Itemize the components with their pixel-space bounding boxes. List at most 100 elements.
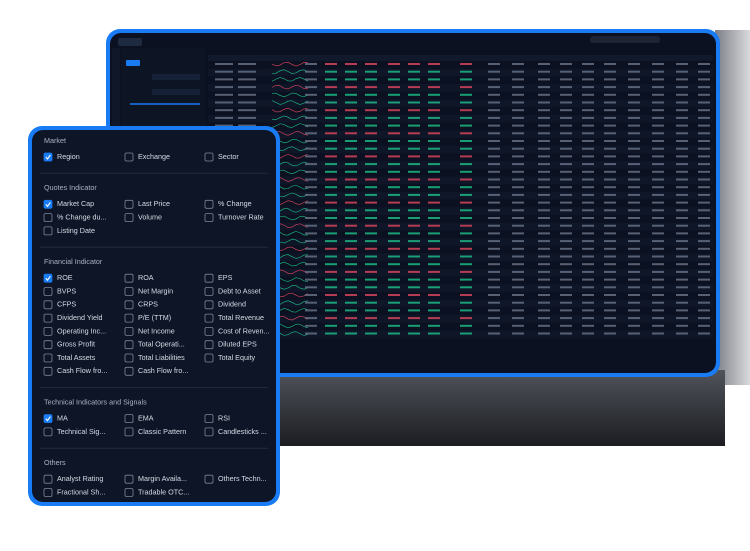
checkbox[interactable] (43, 226, 53, 236)
checkbox[interactable] (124, 300, 134, 310)
option-label[interactable]: % Change (218, 199, 252, 208)
checkbox[interactable] (124, 287, 134, 296)
option-label[interactable]: Net Income (138, 326, 175, 335)
option-label[interactable]: Others Techn... (218, 474, 267, 483)
option-label[interactable]: Last Price (138, 199, 170, 208)
checkbox[interactable] (43, 488, 53, 497)
checkbox[interactable] (124, 213, 134, 223)
option-label[interactable]: % Change du... (57, 213, 107, 222)
cell (488, 163, 500, 166)
checkbox[interactable] (124, 326, 134, 336)
checkbox[interactable] (43, 340, 53, 350)
cell (676, 332, 688, 335)
option-label[interactable]: Cash Flow fro... (138, 366, 188, 375)
option-label[interactable]: Region (57, 152, 80, 161)
checkbox[interactable] (43, 300, 53, 310)
cell (582, 255, 594, 258)
checkbox[interactable] (204, 340, 214, 350)
option-label[interactable]: ROE (57, 273, 73, 282)
option-label[interactable]: Net Margin (138, 286, 173, 295)
option-label[interactable]: Cost of Reven... (218, 326, 270, 335)
checkbox[interactable] (204, 313, 214, 323)
checkbox[interactable] (43, 287, 53, 296)
option-label[interactable]: P/E (TTM) (138, 313, 171, 322)
option-label[interactable]: Total Liabilities (138, 353, 185, 362)
checkbox[interactable] (124, 414, 134, 424)
checkbox[interactable] (43, 353, 53, 363)
cell (538, 116, 550, 119)
option-label[interactable]: Total Operati... (138, 340, 185, 349)
checkbox[interactable] (124, 152, 134, 162)
option-label[interactable]: Analyst Rating (57, 474, 103, 483)
checkbox[interactable] (43, 213, 53, 223)
option-label[interactable]: Cash Flow fro... (57, 366, 107, 375)
checkbox[interactable] (204, 199, 214, 209)
checkbox[interactable] (204, 474, 214, 484)
checkbox[interactable] (43, 366, 53, 376)
cell (460, 101, 472, 104)
checkbox[interactable] (43, 273, 53, 283)
checkbox[interactable] (124, 199, 134, 209)
checkbox[interactable] (43, 414, 53, 424)
option-label[interactable]: Classic Pattern (138, 427, 186, 436)
option-label[interactable]: Gross Profit (57, 340, 95, 349)
option-label[interactable]: Total Revenue (218, 313, 264, 322)
option-label[interactable]: Tradable OTC... (138, 487, 189, 496)
checkbox[interactable] (43, 326, 53, 336)
cell (538, 309, 550, 312)
sparkline (271, 61, 309, 67)
cell (428, 93, 440, 96)
checkbox[interactable] (43, 427, 53, 437)
option-label[interactable]: Fractional Sh... (57, 487, 105, 496)
checkbox[interactable] (124, 273, 134, 283)
option-label[interactable]: Listing Date (57, 226, 95, 235)
option-label[interactable]: Sector (218, 152, 239, 161)
option-label[interactable]: EPS (218, 273, 233, 282)
cell (538, 301, 550, 304)
option-label[interactable]: Candlesticks ... (218, 427, 267, 436)
option-label[interactable]: MA (57, 414, 68, 423)
option-label[interactable]: Dividend (218, 300, 246, 309)
cell (408, 178, 420, 181)
checkbox[interactable] (124, 366, 134, 376)
checkbox[interactable] (204, 427, 214, 437)
cell (305, 193, 317, 196)
checkbox[interactable] (43, 474, 53, 484)
option-label[interactable]: Margin Availa... (138, 474, 187, 483)
option-label[interactable]: ROA (138, 273, 154, 282)
checkbox[interactable] (124, 353, 134, 363)
option-label[interactable]: Market Cap (57, 199, 94, 208)
checkbox[interactable] (204, 414, 214, 424)
checkbox[interactable] (124, 474, 134, 484)
option-label[interactable]: Operating Inc... (57, 326, 106, 335)
checkbox[interactable] (124, 427, 134, 437)
option-label[interactable]: Debt to Asset (218, 286, 261, 295)
option-label[interactable]: Exchange (138, 152, 170, 161)
option-label[interactable]: Dividend Yield (57, 313, 103, 322)
checkbox[interactable] (204, 213, 214, 223)
checkbox[interactable] (124, 340, 134, 350)
option-label[interactable]: CFPS (57, 300, 76, 309)
option-label[interactable]: Volume (138, 213, 162, 222)
checkbox[interactable] (43, 152, 53, 162)
cell (676, 124, 688, 127)
checkbox[interactable] (204, 287, 214, 296)
checkbox[interactable] (204, 353, 214, 363)
option-label[interactable]: Turnover Rate (218, 213, 264, 222)
option-label[interactable]: CRPS (138, 300, 158, 309)
option-label[interactable]: EMA (138, 414, 154, 423)
option-label[interactable]: RSI (218, 414, 230, 423)
option-label[interactable]: Diluted EPS (218, 340, 257, 349)
checkbox[interactable] (204, 152, 214, 162)
checkbox[interactable] (204, 300, 214, 310)
checkbox[interactable] (204, 273, 214, 283)
checkbox[interactable] (124, 488, 134, 497)
checkbox[interactable] (204, 326, 214, 336)
option-label[interactable]: BVPS (57, 286, 76, 295)
option-label[interactable]: Total Assets (57, 353, 96, 362)
checkbox[interactable] (124, 313, 134, 323)
option-label[interactable]: Technical Sig... (57, 427, 105, 436)
checkbox[interactable] (43, 313, 53, 323)
checkbox[interactable] (43, 199, 53, 209)
option-label[interactable]: Total Equity (218, 353, 256, 362)
